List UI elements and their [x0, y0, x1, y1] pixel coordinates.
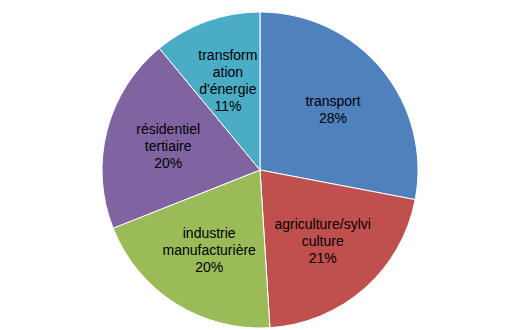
- svg-text:industriemanufacturière20%: industriemanufacturière20%: [163, 225, 257, 275]
- svg-text:agriculture/sylviculture21%: agriculture/sylviculture21%: [274, 216, 370, 266]
- svg-text:transformationd'énergie11%: transformationd'énergie11%: [198, 47, 257, 114]
- svg-text:transport28%: transport28%: [305, 93, 360, 126]
- svg-text:résidentieltertiaire20%: résidentieltertiaire20%: [136, 121, 200, 171]
